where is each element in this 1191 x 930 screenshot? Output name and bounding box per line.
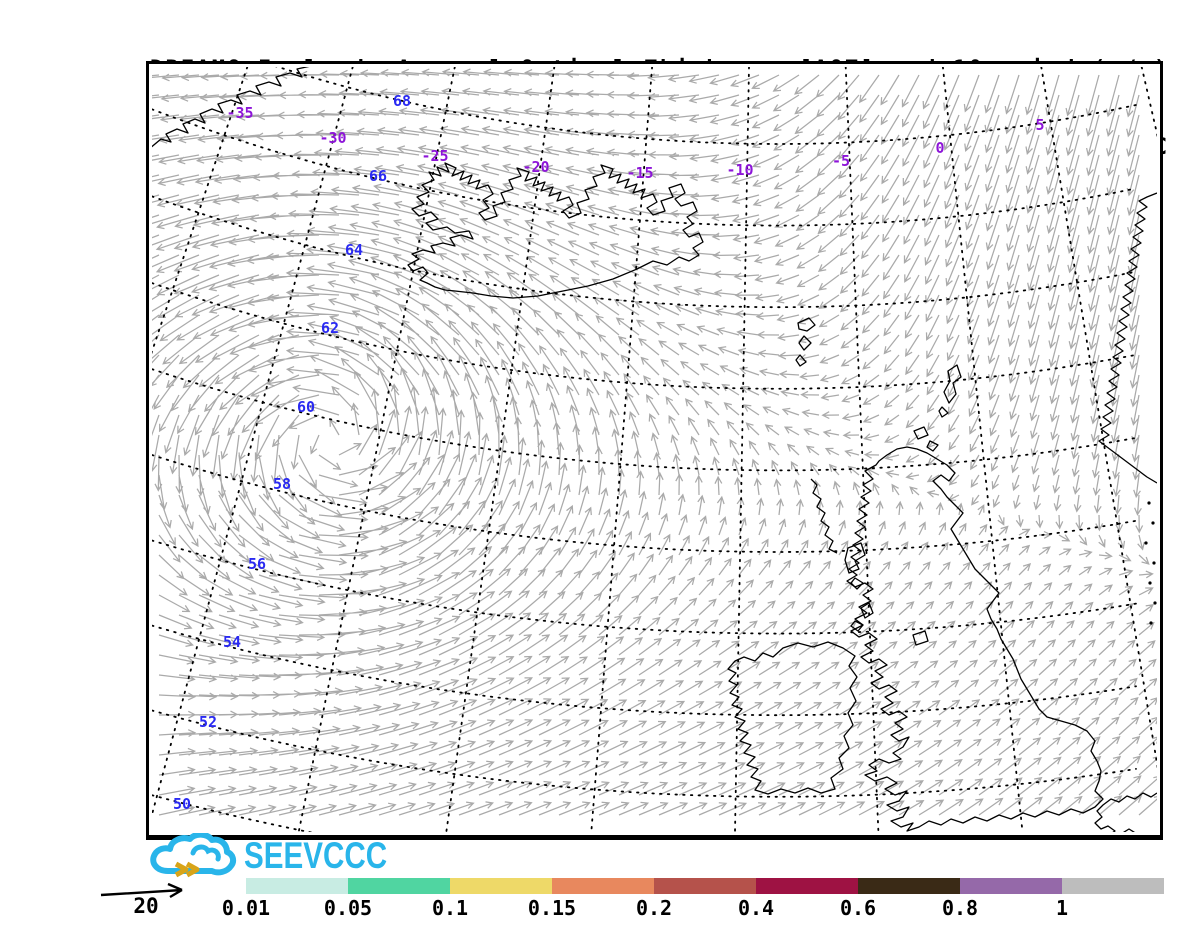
map-background bbox=[149, 64, 1160, 835]
coast-islay bbox=[860, 602, 874, 619]
meridian-line bbox=[297, 67, 456, 832]
lon-label: -5 bbox=[832, 152, 850, 170]
lon-label: 5 bbox=[1035, 116, 1044, 134]
lat-label: 52 bbox=[199, 713, 217, 731]
lat-label: 60 bbox=[297, 398, 315, 416]
aot-colorbar bbox=[246, 878, 1164, 894]
wind-reference-label: 20 bbox=[133, 894, 159, 918]
parallel-line bbox=[152, 624, 1137, 717]
coast-islay bbox=[850, 620, 864, 632]
colorbar-tick-label: 0.01 bbox=[221, 896, 271, 920]
coast-shetland bbox=[938, 406, 949, 418]
wind-vector-field bbox=[152, 68, 1157, 816]
coast-faroes bbox=[798, 335, 812, 351]
lon-label: -30 bbox=[319, 129, 346, 147]
meridian-line bbox=[942, 67, 1024, 832]
coast-greenland bbox=[152, 67, 310, 148]
coast-faroes bbox=[795, 354, 807, 367]
coast-great-britain bbox=[846, 446, 1104, 832]
parallel-line bbox=[275, 67, 1137, 145]
parallel-line bbox=[152, 195, 1137, 309]
wind-reference-arrow bbox=[100, 882, 183, 899]
lat-label: 66 bbox=[369, 167, 387, 185]
parallel-line bbox=[152, 282, 1137, 390]
islet-dot bbox=[1148, 581, 1152, 585]
colorbar-tick-label: 0.8 bbox=[941, 896, 979, 920]
lat-label: 50 bbox=[173, 795, 191, 813]
seevccc-logo: SEEVCCC bbox=[148, 833, 423, 879]
meridian-line bbox=[1040, 67, 1157, 769]
colorbar-segment-0.4 bbox=[756, 878, 858, 894]
lon-label: -10 bbox=[726, 161, 753, 179]
lat-label: 58 bbox=[273, 475, 291, 493]
lat-label: 56 bbox=[248, 555, 266, 573]
lon-label: -20 bbox=[522, 158, 549, 176]
graticule-labels: -35 -30 -25 -20 -15 -10 -5 0 5 68 66 64 62 60 58 56 54 52… bbox=[173, 92, 1045, 813]
islet-dot bbox=[1149, 621, 1153, 625]
coast-france bbox=[1122, 828, 1136, 832]
islet-dot bbox=[1147, 501, 1151, 505]
lat-label: 54 bbox=[223, 633, 241, 651]
coast-ireland bbox=[727, 641, 858, 795]
aot-colorbar-labels: 0.01 0.05 0.1 0.15 0.2 0.4 0.6 0.8 1 bbox=[0, 896, 1191, 920]
coast-hebrides bbox=[810, 478, 838, 554]
coast-faroes bbox=[797, 317, 816, 332]
parallel-line bbox=[152, 454, 1137, 553]
lat-label: 62 bbox=[321, 319, 339, 337]
lon-label: 0 bbox=[935, 139, 944, 157]
parallel-line bbox=[152, 709, 1137, 798]
logo-text: SEEVCCC bbox=[244, 835, 388, 876]
islet-dot bbox=[1151, 521, 1155, 525]
colorbar-segment-0.6 bbox=[858, 878, 960, 894]
wind-arrows-path bbox=[152, 68, 1157, 816]
coast-orkney bbox=[926, 440, 939, 452]
colorbar-tick-label: 0.1 bbox=[431, 896, 469, 920]
islet-dot bbox=[1152, 561, 1156, 565]
colorbar-segment-0.2 bbox=[654, 878, 756, 894]
colorbar-segment-0.05 bbox=[348, 878, 450, 894]
colorbar-tick-label: 0.15 bbox=[527, 896, 577, 920]
parallel-line bbox=[152, 539, 1137, 635]
colorbar-segment-0.8 bbox=[960, 878, 1062, 894]
colorbar-tick-label: 0.6 bbox=[839, 896, 877, 920]
gold-chevron-icon bbox=[174, 861, 200, 878]
coastlines bbox=[152, 67, 1157, 832]
lon-label: -15 bbox=[626, 164, 653, 182]
coast-france bbox=[1094, 792, 1157, 832]
colorbar-tick-label: 0.4 bbox=[737, 896, 775, 920]
colorbar-tick-label: 0.05 bbox=[323, 896, 373, 920]
colorbar-segment-0.01 bbox=[246, 878, 348, 894]
coast-inner-isles bbox=[850, 577, 864, 590]
islet-dot bbox=[1153, 601, 1157, 605]
colorbar-segment-0.15 bbox=[552, 878, 654, 894]
lon-label: -25 bbox=[421, 147, 448, 165]
colorbar-tick-label: 0.2 bbox=[635, 896, 673, 920]
coast-isle-of-man bbox=[912, 630, 929, 646]
coast-shetland bbox=[943, 364, 962, 404]
meridian-line bbox=[152, 67, 354, 818]
parallel-line bbox=[152, 61, 1136, 62]
cloud-logo-icon bbox=[150, 833, 237, 878]
lon-label: -35 bbox=[226, 104, 253, 122]
coast-skye bbox=[844, 542, 866, 574]
colorbar-segment-1 bbox=[1062, 878, 1164, 894]
lat-label: 64 bbox=[345, 241, 363, 259]
lat-label: 68 bbox=[393, 92, 411, 110]
islet-dot bbox=[1144, 541, 1148, 545]
meridian-line bbox=[590, 67, 653, 832]
colorbar-tick-label: 1 bbox=[1055, 896, 1069, 920]
colorbar-segment-0.1 bbox=[450, 878, 552, 894]
graticule-grid bbox=[152, 61, 1157, 832]
meridian-line bbox=[445, 67, 556, 832]
parallel-line bbox=[152, 368, 1137, 472]
coast-iceland bbox=[407, 162, 704, 299]
coast-norway bbox=[1098, 192, 1157, 484]
coast-orkney bbox=[913, 426, 929, 440]
map-plot-area: -35 -30 -25 -20 -15 -10 -5 0 5 68 66 64 62 60 58 56 54 52… bbox=[146, 61, 1163, 840]
